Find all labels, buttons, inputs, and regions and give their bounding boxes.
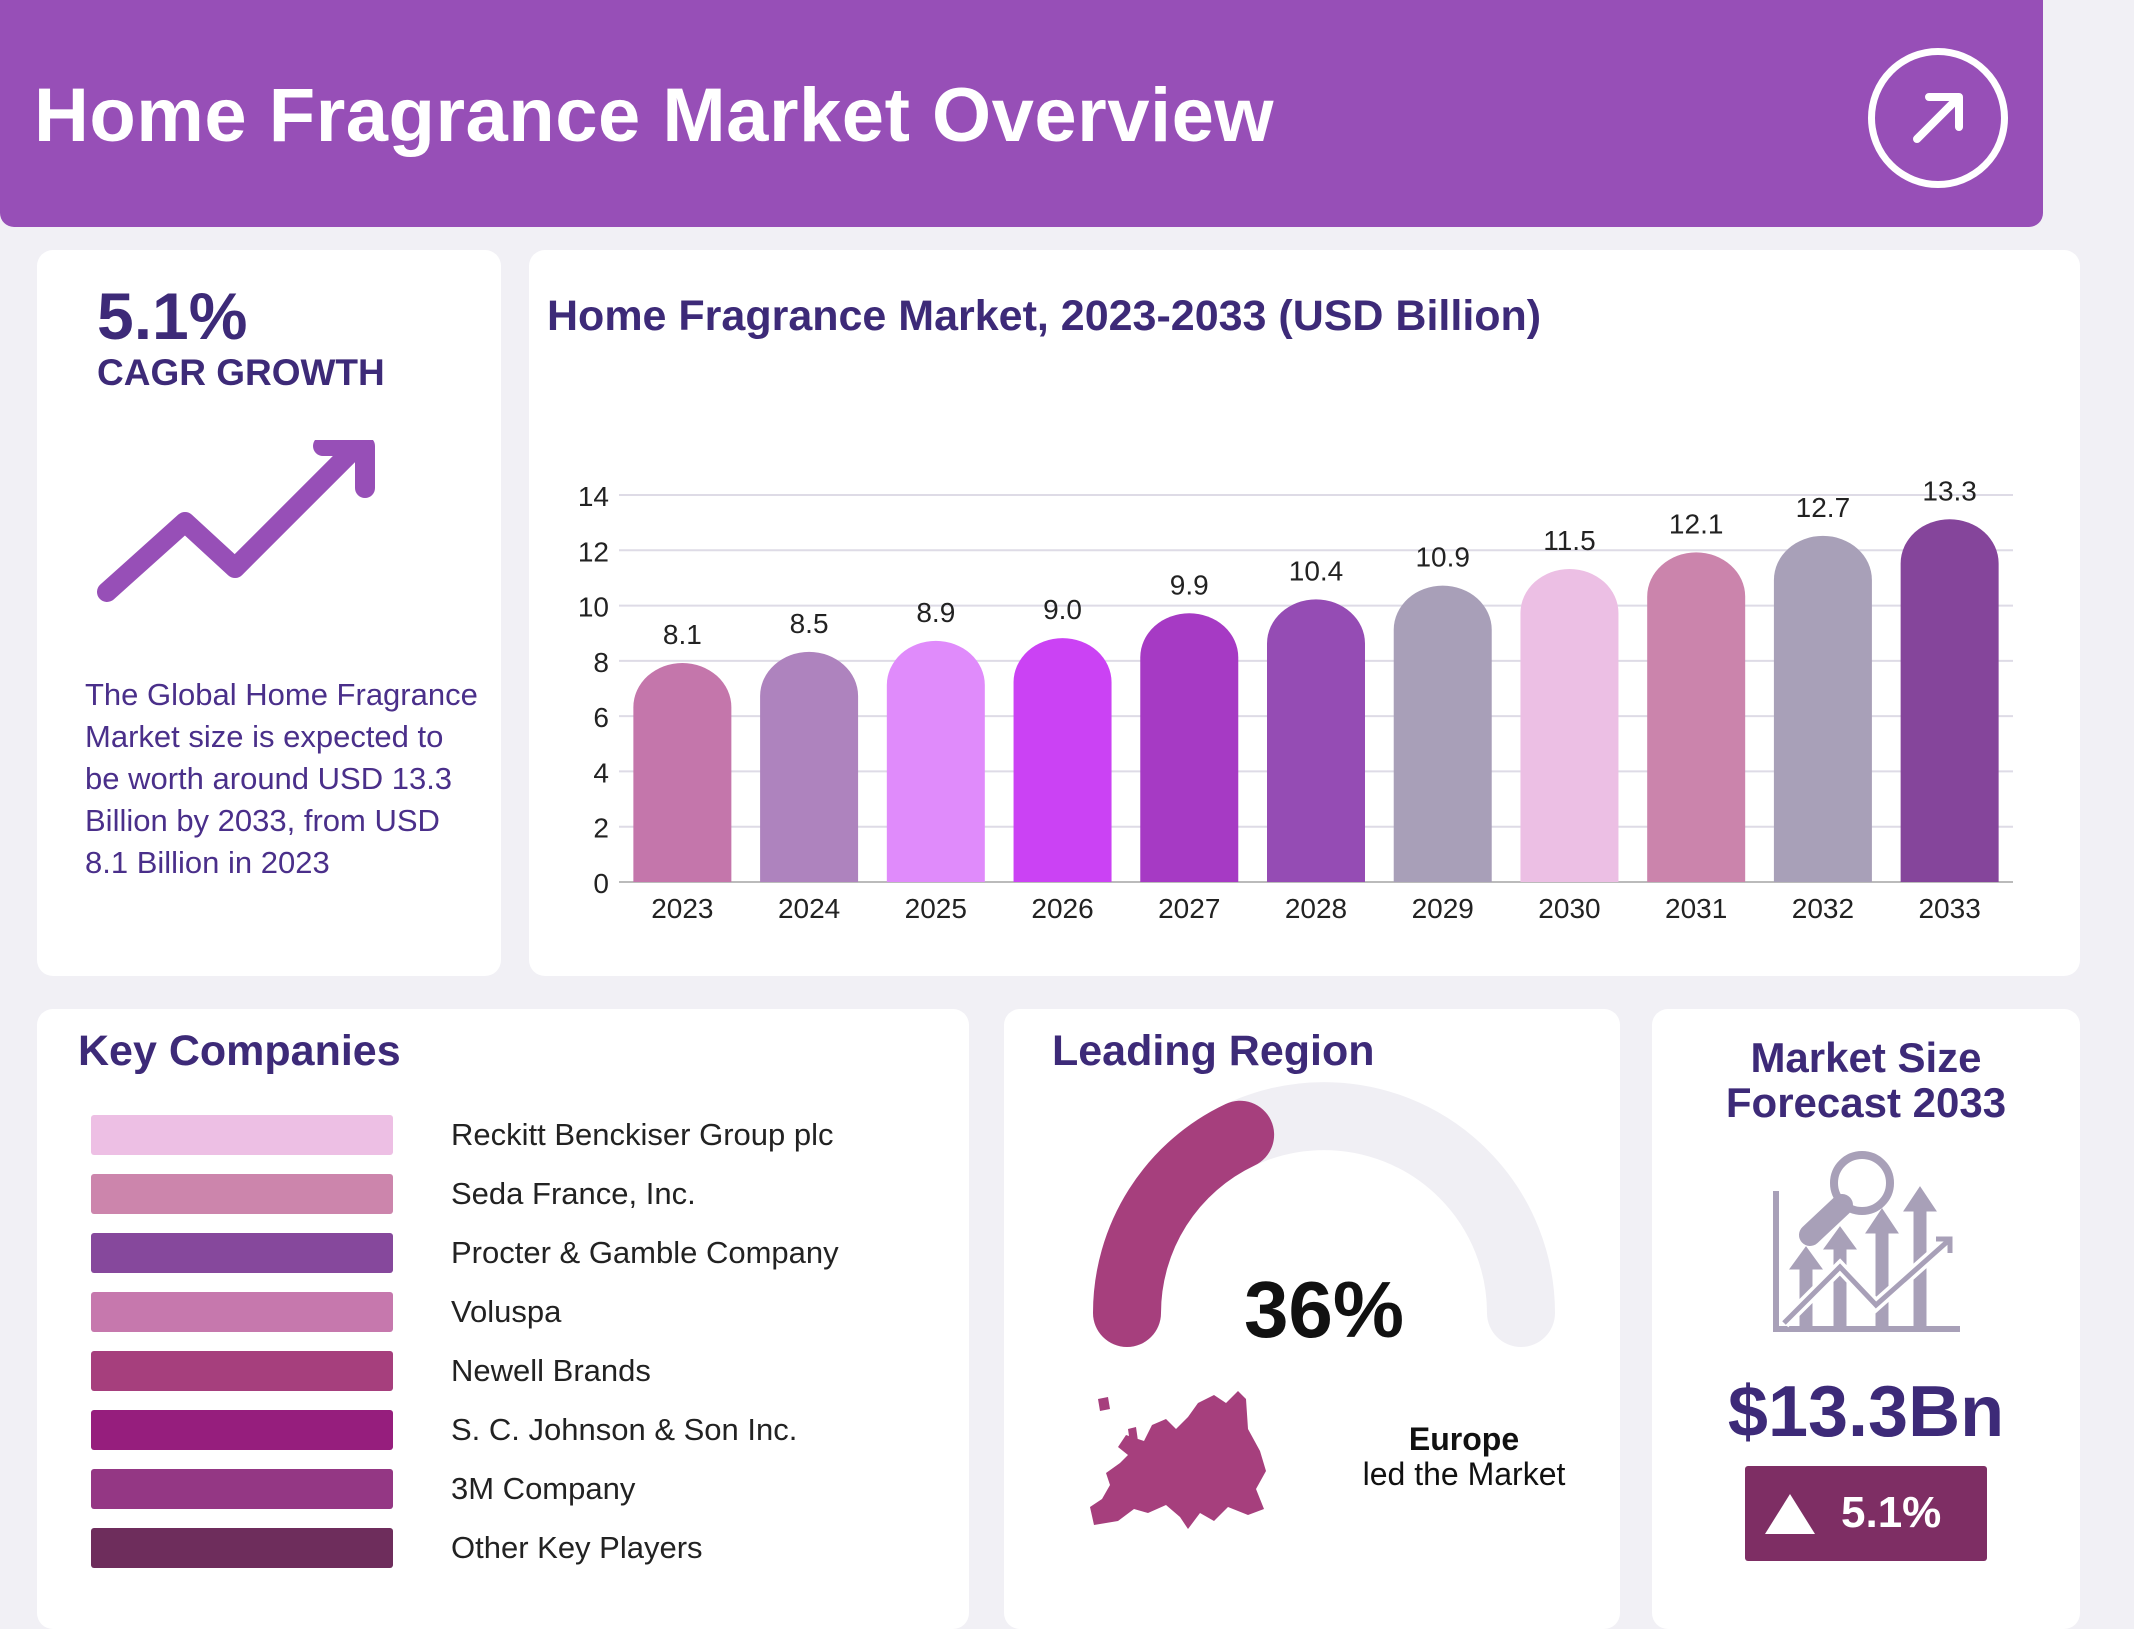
- bar-chart-card: Home Fragrance Market, 2023-2033 (USD Bi…: [529, 250, 2080, 976]
- bar-value-label: 8.9: [916, 597, 955, 628]
- x-tick-label: 2030: [1538, 893, 1600, 924]
- y-tick-label: 10: [578, 592, 609, 623]
- y-tick-label: 14: [578, 481, 609, 512]
- trend-up-arrow-icon: [97, 440, 375, 602]
- company-swatch: [91, 1351, 393, 1391]
- company-name: Other Key Players: [451, 1530, 703, 1565]
- y-tick-label: 12: [578, 536, 609, 567]
- company-swatch: [91, 1292, 393, 1332]
- forecast-value: $13.3Bn: [1727, 1372, 2005, 1452]
- bar-value-label: 12.7: [1796, 492, 1851, 523]
- company-swatch: [91, 1469, 393, 1509]
- bar: [1647, 552, 1746, 882]
- x-tick-label: 2026: [1031, 893, 1093, 924]
- company-swatch: [91, 1174, 393, 1214]
- company-name: S. C. Johnson & Son Inc.: [451, 1412, 798, 1447]
- growth-badge: 5.1%: [1745, 1466, 1987, 1561]
- growth-value: 5.1%: [1841, 1488, 1942, 1537]
- bar: [1900, 519, 1999, 882]
- europe-map-icon: [1090, 1391, 1266, 1529]
- region-caption: led the Market: [1362, 1456, 1566, 1492]
- bar: [886, 640, 985, 882]
- region-gauge: [1093, 1082, 1555, 1347]
- y-tick-label: 8: [593, 647, 609, 678]
- bar: [1393, 585, 1492, 882]
- company-name: Newell Brands: [451, 1353, 651, 1388]
- bar-value-label: 10.9: [1415, 542, 1470, 573]
- x-tick-label: 2027: [1158, 893, 1220, 924]
- x-tick-label: 2023: [651, 893, 713, 924]
- company-name: Reckitt Benckiser Group plc: [451, 1117, 834, 1152]
- x-tick-label: 2025: [905, 893, 967, 924]
- bar-value-label: 8.5: [790, 608, 829, 639]
- company-swatch: [91, 1528, 393, 1568]
- x-tick-label: 2032: [1792, 893, 1854, 924]
- bar: [760, 651, 859, 882]
- company-swatch: [91, 1233, 393, 1273]
- company-name: Procter & Gamble Company: [451, 1235, 839, 1270]
- cagr-value: 5.1%: [97, 279, 248, 353]
- forecast-title-1: Market Size: [1750, 1034, 1982, 1081]
- chart-title: Home Fragrance Market, 2023-2033 (USD Bi…: [547, 292, 1542, 340]
- company-name: Voluspa: [451, 1294, 562, 1329]
- forecast-title-2: Forecast 2033: [1725, 1079, 2007, 1126]
- y-tick-label: 2: [593, 813, 609, 844]
- y-tick-label: 6: [593, 702, 609, 733]
- company-swatch: [91, 1115, 393, 1155]
- bar: [1773, 535, 1872, 882]
- bar: [1267, 599, 1365, 882]
- company-name: Seda France, Inc.: [451, 1176, 696, 1211]
- cagr-card: 5.1% CAGR GROWTH The Global Home Fragran…: [37, 250, 501, 976]
- bar-value-label: 9.0: [1043, 594, 1082, 625]
- bar-value-label: 8.1: [663, 619, 702, 650]
- x-tick-label: 2033: [1918, 893, 1980, 924]
- y-tick-label: 0: [593, 868, 609, 899]
- y-tick-label: 4: [593, 757, 609, 788]
- x-tick-label: 2029: [1412, 893, 1474, 924]
- bar-value-label: 9.9: [1170, 569, 1209, 600]
- bar-value-label: 11.5: [1543, 525, 1595, 556]
- region-title: Leading Region: [1052, 1027, 1375, 1075]
- companies-title: Key Companies: [78, 1027, 401, 1075]
- x-tick-label: 2024: [778, 893, 840, 924]
- growth-analysis-icon: [1773, 1151, 1960, 1332]
- arrow-up-right-circle-icon[interactable]: [1868, 48, 2008, 188]
- triangle-up-icon: [1765, 1494, 1815, 1534]
- leading-region-card: Leading Region 36% Europe led the Market: [1004, 1009, 1620, 1629]
- x-tick-label: 2028: [1285, 893, 1347, 924]
- gauge-fill: [1093, 1100, 1275, 1347]
- company-name: 3M Company: [451, 1471, 636, 1506]
- bar-value-label: 10.4: [1289, 556, 1344, 587]
- market-description: The Global Home Fragrance Market size is…: [85, 677, 478, 880]
- bar: [633, 663, 732, 882]
- company-swatch: [91, 1410, 393, 1450]
- market-size-card: Market Size Forecast 2033 $13.3Bn 5.1%: [1652, 1009, 2080, 1629]
- bar: [1013, 638, 1112, 882]
- header-banner: Home Fragrance Market Overview: [0, 0, 2043, 227]
- bar: [1520, 569, 1619, 882]
- bar-value-label: 12.1: [1669, 509, 1724, 540]
- page-title: Home Fragrance Market Overview: [34, 73, 1274, 158]
- bar-chart: 0 2 4 6 8 10 12 14 8.1 2023 8.5 2024 8.9 2025 9.0 2026 9…: [578, 475, 2013, 924]
- bar: [1140, 613, 1239, 882]
- region-name: Europe: [1408, 1421, 1520, 1457]
- bar-value-label: 13.3: [1922, 475, 1977, 506]
- key-companies-card: Key Companies Reckitt Benckiser Group pl…: [37, 1009, 969, 1629]
- region-share: 36%: [1243, 1265, 1405, 1354]
- cagr-label: CAGR GROWTH: [97, 352, 385, 393]
- x-tick-label: 2031: [1665, 893, 1727, 924]
